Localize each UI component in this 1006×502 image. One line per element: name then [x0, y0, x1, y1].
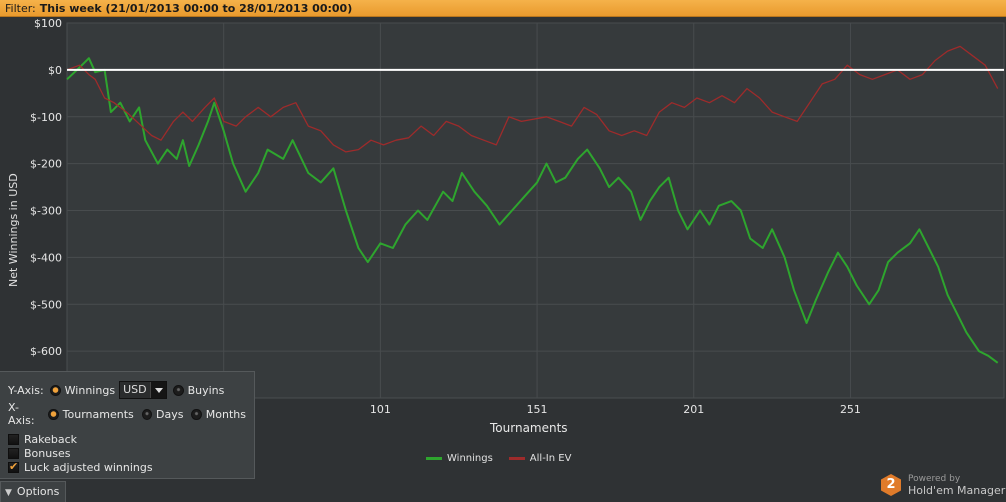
y-tick-label: $0 — [48, 64, 62, 77]
legend-item-winnings: Winnings — [426, 453, 493, 464]
bonuses-checkbox[interactable] — [8, 447, 19, 459]
legend-swatch-allin-ev — [508, 457, 525, 460]
x-tick-label: 251 — [840, 403, 861, 416]
chart-legend: Winnings All-In EV — [426, 453, 571, 464]
options-toggle-button[interactable]: ▼ Options — [0, 481, 66, 502]
x-axis-option-label: X-Axis: — [8, 401, 35, 427]
y-buyins-radio[interactable] — [172, 384, 184, 396]
filter-label: Filter: — [5, 2, 36, 15]
x-tick-label: 201 — [683, 403, 704, 416]
y-tick-label: $-100 — [30, 111, 62, 124]
y-winnings-label: Winnings — [64, 383, 116, 397]
series-line-winnings — [66, 57, 999, 364]
brand-name: Hold'em Manager — [908, 484, 1006, 497]
x-axis-row: X-Axis: Tournaments Days Months — [8, 401, 254, 427]
luck-adjusted-row[interactable]: Luck adjusted winnings — [8, 458, 153, 476]
luck-adjusted-label: Luck adjusted winnings — [24, 460, 153, 474]
rakeback-checkbox[interactable] — [8, 433, 19, 445]
bonuses-label: Bonuses — [24, 446, 71, 460]
bonuses-row[interactable]: Bonuses — [8, 444, 70, 462]
filter-value: This week (21/01/2013 00:00 to 28/01/201… — [39, 2, 353, 15]
y-tick-label: $-200 — [30, 158, 62, 171]
y-tick-label: $-400 — [30, 251, 62, 264]
y-tick-label: $-500 — [30, 298, 62, 311]
filter-bar[interactable]: Filter: This week (21/01/2013 00:00 to 28… — [0, 0, 1006, 17]
x-days-radio[interactable] — [141, 408, 153, 420]
legend-swatch-winnings — [426, 457, 442, 460]
x-tick-label: 101 — [370, 403, 391, 416]
legend-item-allin-ev: All-In EV — [508, 453, 572, 464]
y-tick-label: $100 — [34, 17, 62, 30]
winnings-graph: $100 $0 $-100 $-200 $-300 $-400 $-500 $-600 101 1… — [30, 17, 1005, 416]
legend-label-allin-ev: All-In EV — [529, 453, 572, 464]
x-tournaments-radio[interactable] — [48, 408, 59, 420]
chevron-down-icon: ▼ — [5, 488, 12, 498]
x-tick-label: 151 — [527, 403, 548, 416]
y-winnings-radio[interactable] — [49, 384, 61, 396]
legend-label-winnings: Winnings — [447, 453, 493, 464]
brand-logo-area: 2 Powered by Hold'em Manager — [880, 474, 1005, 496]
y-axis-option-label: Y-Axis: — [8, 383, 44, 397]
series-line-allin_ev — [66, 45, 999, 153]
y-buyins-label: Buyins — [187, 383, 225, 397]
x-months-radio[interactable] — [191, 408, 202, 420]
x-axis-label: Tournaments — [490, 421, 568, 435]
y-tick-label: $-300 — [30, 205, 62, 218]
y-axis-row: Y-Axis: Winnings USD Buyins — [8, 381, 232, 399]
currency-value: USD — [123, 383, 147, 396]
chevron-down-icon[interactable] — [149, 382, 166, 398]
y-tick-label: $-600 — [30, 345, 62, 358]
options-panel: Y-Axis: Winnings USD Buyins X-Axis: Tour… — [0, 371, 255, 479]
luck-adjusted-checkbox[interactable] — [8, 460, 19, 473]
x-tournaments-label: Tournaments — [62, 407, 134, 421]
rakeback-label: Rakeback — [24, 432, 78, 446]
rakeback-row[interactable]: Rakeback — [8, 430, 77, 448]
currency-select[interactable]: USD — [119, 381, 167, 399]
x-days-label: Days — [156, 407, 184, 421]
hem-logo-icon: 2 — [880, 474, 902, 496]
powered-by-text: Powered by — [908, 474, 961, 484]
logo-text: 2 — [886, 477, 896, 492]
y-axis-label: Net Winnings in USD — [7, 173, 20, 287]
x-months-label: Months — [205, 407, 246, 421]
options-tab-label: Options — [16, 485, 60, 498]
